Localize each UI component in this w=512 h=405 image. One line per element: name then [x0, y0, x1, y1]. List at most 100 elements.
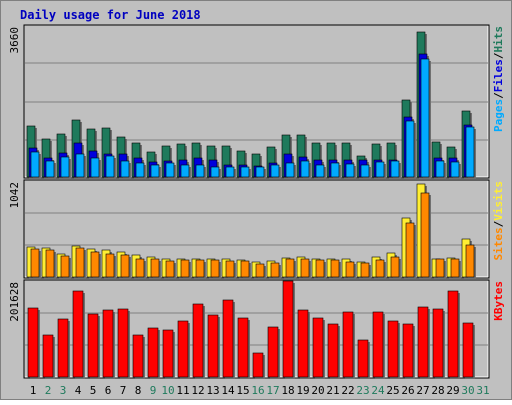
- y-max-label: 201628: [8, 282, 21, 322]
- bar-sites-day-11: [180, 259, 190, 278]
- bar-kbytes-day-20: [312, 317, 324, 378]
- legend-entry: Files: [492, 59, 505, 92]
- bar-sites-day-29: [450, 258, 460, 278]
- bar-kbytes-day-3: [57, 318, 69, 378]
- bar-pages-day-28: [435, 160, 445, 178]
- bar-sites-day-20: [315, 259, 325, 278]
- day-label-2: 2: [45, 384, 52, 397]
- bar-pages-day-9: [150, 164, 160, 178]
- bar-kbytes-day-27: [417, 306, 429, 378]
- legend-entry: Sites: [492, 227, 505, 260]
- bar-kbytes-day-1: [27, 307, 39, 378]
- bar-kbytes-day-16: [252, 352, 264, 378]
- bar-sites-day-14: [225, 260, 235, 278]
- day-label-10: 10: [161, 384, 174, 397]
- bar-pages-day-8: [135, 162, 145, 178]
- day-label-17: 17: [266, 384, 279, 397]
- bar-pages-day-6: [105, 155, 115, 178]
- bar-kbytes-day-18: [282, 280, 294, 378]
- bar-pages-day-29: [450, 161, 460, 178]
- bar-sites-day-7: [120, 254, 130, 278]
- bar-kbytes-day-25: [387, 320, 399, 378]
- legend-hits-files-pages: Pages/Files/Hits: [492, 26, 505, 132]
- bar-sites-day-19: [300, 258, 310, 278]
- bar-pages-day-26: [405, 120, 415, 178]
- bar-sites-day-17: [270, 262, 280, 278]
- bar-pages-day-1: [30, 151, 40, 178]
- bar-pages-day-10: [165, 162, 175, 178]
- bar-kbytes-day-26: [402, 323, 414, 378]
- bar-sites-day-30: [465, 244, 475, 278]
- bar-pages-day-20: [315, 164, 325, 178]
- bar-kbytes-day-21: [327, 323, 339, 378]
- legend-entry: Hits: [492, 26, 505, 53]
- bar-kbytes-day-8: [132, 334, 144, 378]
- bar-pages-day-30: [465, 126, 475, 178]
- day-label-3: 3: [60, 384, 67, 397]
- bar-kbytes-day-28: [432, 308, 444, 378]
- day-label-16: 16: [251, 384, 264, 397]
- day-label-12: 12: [191, 384, 204, 397]
- bar-sites-day-21: [330, 259, 340, 278]
- day-label-15: 15: [236, 384, 249, 397]
- bar-sites-day-26: [405, 222, 415, 278]
- bar-pages-day-4: [75, 153, 85, 178]
- bar-pages-day-17: [270, 164, 280, 178]
- bar-sites-day-15: [240, 260, 250, 278]
- day-label-9: 9: [150, 384, 157, 397]
- day-label-5: 5: [90, 384, 97, 397]
- bar-kbytes-day-5: [87, 313, 99, 378]
- bar-sites-day-9: [150, 258, 160, 278]
- day-label-22: 22: [341, 384, 354, 397]
- day-label-8: 8: [135, 384, 142, 397]
- bar-pages-day-2: [45, 160, 55, 178]
- day-label-26: 26: [401, 384, 414, 397]
- bar-pages-day-19: [300, 160, 310, 178]
- day-labels: 1 2 3 4 5 6 7 8 9 10 11 12 13 14 15 16 17 18 19 20 21 22 23 24 2…: [30, 384, 490, 397]
- legend-entry: /: [492, 92, 505, 99]
- bar-sites-day-23: [360, 262, 370, 278]
- bar-sites-day-1: [30, 248, 40, 278]
- panels-layer: 3660Pages/Files/Hits1042Sites/Visits2016…: [8, 24, 505, 379]
- day-label-11: 11: [176, 384, 189, 397]
- bar-pages-day-27: [420, 58, 430, 178]
- bar-kbytes-day-22: [342, 311, 354, 378]
- day-label-13: 13: [206, 384, 219, 397]
- bar-kbytes-day-17: [267, 326, 279, 378]
- day-label-31: 31: [476, 384, 489, 397]
- y-max-label: 1042: [8, 182, 21, 209]
- bar-kbytes-day-30: [462, 322, 474, 378]
- bar-pages-day-21: [330, 162, 340, 178]
- bar-kbytes-day-13: [207, 314, 219, 378]
- day-label-21: 21: [326, 384, 339, 397]
- bar-pages-day-18: [285, 162, 295, 178]
- day-label-25: 25: [386, 384, 399, 397]
- legend-entry: Visits: [492, 181, 505, 221]
- legend-visits-sites: Sites/Visits: [492, 181, 505, 261]
- day-label-20: 20: [311, 384, 324, 397]
- bar-sites-day-10: [165, 260, 175, 278]
- bar-kbytes-day-12: [192, 303, 204, 378]
- bar-sites-day-6: [105, 253, 115, 278]
- legend-entry: /: [492, 220, 505, 227]
- bar-pages-day-25: [390, 160, 400, 178]
- day-label-1: 1: [30, 384, 37, 397]
- bar-sites-day-12: [195, 259, 205, 278]
- legend-entry: KBytes: [492, 281, 505, 321]
- bar-kbytes-day-4: [72, 290, 84, 378]
- bar-sites-day-22: [345, 261, 355, 278]
- bar-sites-day-18: [285, 258, 295, 278]
- bar-pages-day-5: [90, 157, 100, 178]
- bar-pages-day-11: [180, 164, 190, 178]
- bar-sites-day-13: [210, 259, 220, 278]
- bar-sites-day-24: [375, 259, 385, 278]
- legend-kbytes: KBytes: [492, 281, 505, 321]
- bar-pages-day-7: [120, 160, 130, 178]
- bar-kbytes-day-11: [177, 320, 189, 378]
- day-label-23: 23: [356, 384, 369, 397]
- bar-kbytes-day-14: [222, 299, 234, 378]
- day-label-18: 18: [281, 384, 294, 397]
- bar-pages-day-24: [375, 161, 385, 178]
